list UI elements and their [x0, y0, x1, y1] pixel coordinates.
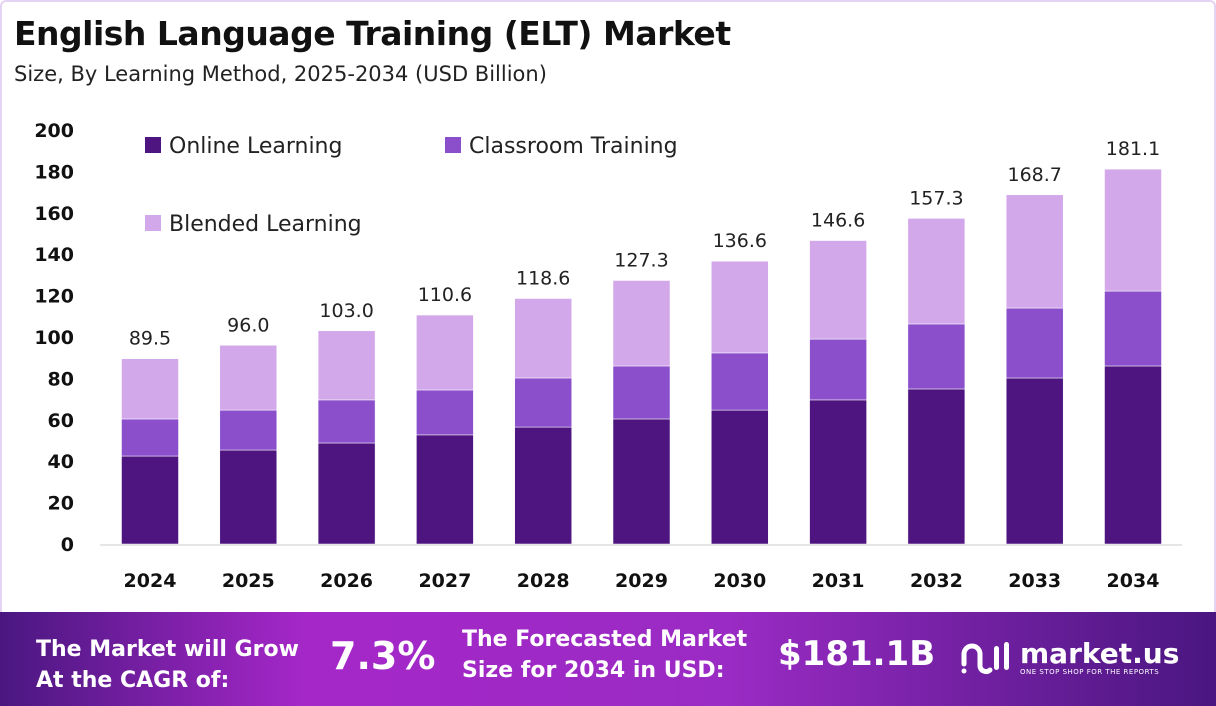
y-tick-label: 60: [48, 410, 74, 432]
logo-name: market.us: [1020, 637, 1180, 670]
bar-segment-classroom-training: [612, 365, 671, 420]
y-tick-label: 0: [61, 534, 74, 556]
bar-segment-online-learning: [121, 455, 179, 545]
legend-label: Classroom Training: [469, 134, 678, 159]
forecast-label-line2: Size for 2034 in USD:: [462, 658, 725, 683]
forecast-label-line1: The Forecasted Market: [462, 627, 748, 652]
bar-segment-online-learning: [1005, 377, 1064, 545]
total-data-label: 146.6: [811, 210, 865, 232]
forecast-label: The Forecasted Market Size for 2034 in U…: [462, 624, 747, 686]
bar-segment-classroom-training: [1104, 290, 1162, 367]
bar-segment-blended-learning: [612, 280, 671, 367]
x-tick-label: 2026: [320, 570, 373, 592]
bar-segment-blended-learning: [1005, 194, 1064, 309]
total-data-label: 136.6: [713, 230, 767, 252]
cagr-label-line1: The Market will Grow: [36, 637, 299, 662]
bar-segment-blended-learning: [514, 298, 572, 379]
bar-segment-online-learning: [514, 426, 572, 545]
legend-label: Blended Learning: [169, 212, 362, 237]
x-tick-label: 2030: [713, 570, 766, 592]
bar-segment-blended-learning: [317, 330, 376, 401]
x-tick-label: 2033: [1008, 570, 1061, 592]
logo-icon: [961, 642, 1009, 675]
total-data-label: 103.0: [319, 300, 373, 322]
x-tick-label: 2031: [812, 570, 865, 592]
x-tick-label: 2032: [910, 570, 963, 592]
y-tick-label: 100: [34, 327, 74, 349]
total-data-label: 127.3: [614, 249, 668, 271]
x-tick-label: 2028: [517, 570, 570, 592]
y-tick-label: 160: [34, 203, 74, 225]
total-data-label: 168.7: [1007, 164, 1061, 186]
marketus-logo: market.us ONE STOP SHOP FOR THE REPORTS: [960, 638, 1179, 678]
bar-segment-classroom-training: [121, 418, 179, 457]
y-tick-label: 180: [34, 161, 74, 183]
bar-segment-online-learning: [612, 418, 671, 545]
bar-segment-online-learning: [416, 434, 474, 545]
x-tick-label: 2034: [1107, 570, 1160, 592]
bar-segment-classroom-training: [317, 399, 376, 444]
bar-segment-online-learning: [317, 442, 376, 545]
total-data-label: 110.6: [418, 284, 472, 306]
bar-segment-blended-learning: [809, 240, 867, 340]
y-tick-label: 80: [48, 368, 74, 390]
bar-segment-blended-learning: [907, 218, 966, 325]
y-tick-label: 120: [34, 286, 74, 308]
chart-title: English Language Training (ELT) Market: [14, 14, 731, 53]
bar-segment-classroom-training: [809, 338, 867, 401]
total-data-label: 157.3: [909, 187, 963, 209]
total-data-label: 181.1: [1106, 138, 1160, 160]
bar-segment-blended-learning: [1104, 168, 1162, 292]
chart-subtitle: Size, By Learning Method, 2025-2034 (USD…: [14, 62, 547, 86]
bar-segment-blended-learning: [219, 345, 278, 411]
logo-tagline: ONE STOP SHOP FOR THE REPORTS: [1020, 668, 1160, 676]
footer-banner: The Market will Grow At the CAGR of: 7.3…: [0, 612, 1216, 706]
bar-segment-blended-learning: [121, 358, 179, 420]
x-tick-label: 2025: [222, 570, 275, 592]
x-tick-label: 2024: [124, 570, 177, 592]
bar-segment-online-learning: [219, 449, 278, 545]
legend-swatch: [145, 215, 161, 231]
bar-segment-online-learning: [809, 399, 867, 545]
y-tick-label: 20: [48, 493, 74, 515]
x-tick-label: 2029: [615, 570, 668, 592]
cagr-label-line2: At the CAGR of:: [36, 668, 230, 693]
bar-segment-classroom-training: [416, 389, 474, 436]
bar-segment-classroom-training: [711, 352, 769, 411]
x-tick-label: 2027: [418, 570, 471, 592]
bar-segment-blended-learning: [711, 260, 769, 354]
bar-segment-classroom-training: [1005, 307, 1064, 379]
bar-segment-classroom-training: [219, 409, 278, 451]
cagr-label: The Market will Grow At the CAGR of:: [36, 634, 299, 696]
total-data-label: 96.0: [227, 314, 269, 336]
stacked-bar-chart: 0 20 40 60 80 100 120 140 160 180 200 89.5 2024 96.0 2…: [34, 120, 1182, 592]
y-tick-label: 200: [34, 120, 74, 142]
y-tick-label: 40: [48, 451, 74, 473]
total-data-label: 89.5: [129, 328, 171, 350]
forecast-value: $181.1B: [778, 634, 936, 674]
total-data-label: 118.6: [516, 267, 570, 289]
bar-segment-classroom-training: [514, 377, 572, 428]
legend-swatch: [445, 137, 461, 153]
bar-segment-online-learning: [1104, 365, 1162, 545]
bar-segment-blended-learning: [416, 314, 474, 391]
bar-segment-online-learning: [711, 409, 769, 545]
legend-swatch: [145, 137, 161, 153]
legend-label: Online Learning: [169, 134, 342, 159]
bar-segment-online-learning: [907, 388, 966, 545]
y-tick-label: 140: [34, 244, 74, 266]
cagr-value: 7.3%: [330, 634, 436, 678]
bar-segment-classroom-training: [907, 323, 966, 390]
